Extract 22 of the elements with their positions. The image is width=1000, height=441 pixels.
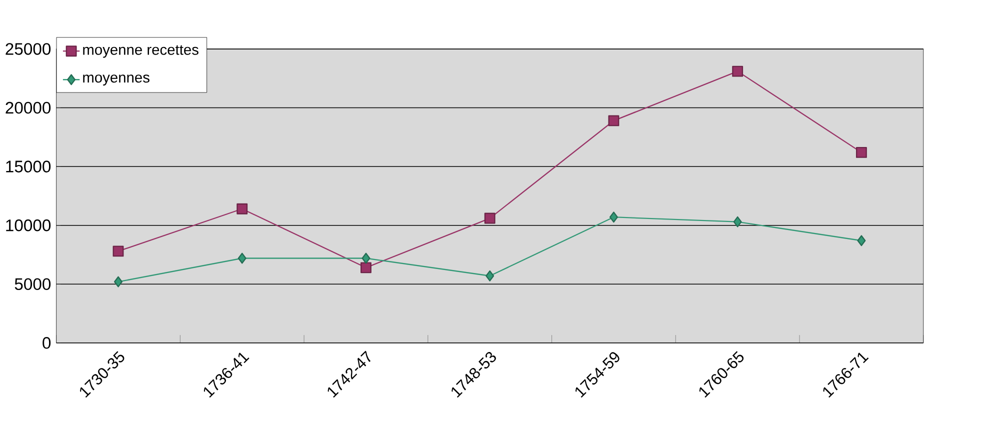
point xyxy=(486,270,494,282)
point xyxy=(112,246,124,257)
legend-label: moyennes xyxy=(83,74,150,86)
point xyxy=(362,252,370,264)
point xyxy=(360,262,372,274)
point xyxy=(732,66,744,77)
y-tick-label: 20000 xyxy=(6,102,51,114)
legend-label: moyenne recettes xyxy=(83,45,198,58)
point xyxy=(733,216,742,228)
point xyxy=(236,203,248,214)
point xyxy=(114,276,122,288)
point xyxy=(856,147,867,158)
point xyxy=(484,212,496,224)
y-tick-label: 10000 xyxy=(6,219,51,232)
point xyxy=(608,115,620,126)
y-tick-label: 5000 xyxy=(14,278,51,290)
y-tick-label: 15000 xyxy=(6,160,51,173)
y-tick-label: 25000 xyxy=(6,43,51,55)
point xyxy=(857,235,866,246)
y-tick-label: 0 xyxy=(42,337,51,349)
point xyxy=(238,252,246,264)
point xyxy=(609,212,618,223)
